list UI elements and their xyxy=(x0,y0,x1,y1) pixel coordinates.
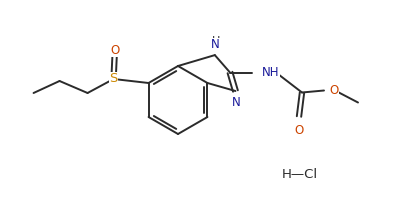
Text: O: O xyxy=(294,123,304,136)
Text: N: N xyxy=(210,38,219,51)
Text: N: N xyxy=(232,96,241,109)
Text: O: O xyxy=(110,44,119,56)
Text: H: H xyxy=(211,36,220,46)
Text: S: S xyxy=(109,72,118,86)
Text: NH: NH xyxy=(262,66,280,79)
Text: O: O xyxy=(329,84,338,97)
Text: H—Cl: H—Cl xyxy=(282,168,318,182)
